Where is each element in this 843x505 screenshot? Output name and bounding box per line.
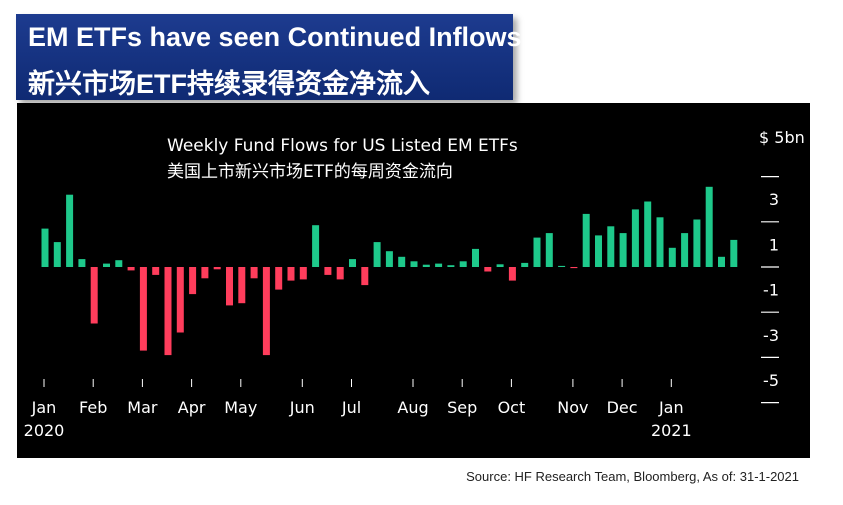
y-tick-label-2: -1: [763, 281, 779, 300]
bar-week-17: [238, 267, 246, 304]
bar-week-38: [496, 264, 504, 267]
bar-week-45: [582, 213, 590, 267]
x-tick-label-2: Mar: [127, 398, 158, 417]
bar-week-43: [558, 265, 566, 267]
banner-title-english: EM ETFs have seen Continued Inflows: [28, 22, 522, 52]
source-note: Source: HF Research Team, Bloomberg, As …: [466, 469, 799, 484]
bar-week-2: [53, 242, 61, 267]
x-tick-label-5: Jun: [289, 398, 315, 417]
bar-week-36: [472, 248, 479, 267]
bar-week-1: [41, 228, 49, 267]
bar-week-26: [349, 259, 356, 267]
bar-week-20: [275, 267, 283, 290]
bar-week-41: [533, 237, 541, 267]
bar-week-30: [398, 256, 406, 267]
bar-week-31: [410, 261, 418, 267]
bar-week-34: [447, 265, 455, 267]
x-tick-label-6: Jul: [341, 398, 361, 417]
bar-week-24: [324, 267, 332, 275]
chart-title: Weekly Fund Flows for US Listed EM ETFs: [167, 136, 518, 156]
y-tick-label-4: 3: [769, 190, 779, 209]
bar-week-23: [312, 225, 320, 267]
bar-week-9: [139, 267, 147, 351]
x-tick-label-12: Jan: [658, 398, 684, 417]
x-tick-label-8: Sep: [447, 398, 477, 417]
bar-week-14: [201, 267, 209, 279]
y-tick-label-1: -3: [763, 326, 779, 345]
bar-week-47: [607, 226, 615, 267]
bar-week-50: [644, 201, 652, 267]
fund-flows-chart: Jan 2020 Feb Mar Apr May Jun Jul Aug Sep Oct Nov Dec…: [24, 128, 805, 440]
y-unit-label: $ 5bn: [759, 128, 805, 147]
bar-week-5: [90, 267, 98, 324]
x-year-label-0: 2020: [24, 421, 65, 440]
bar-week-11: [164, 267, 172, 356]
bar-week-29: [385, 251, 393, 267]
bar-week-28: [373, 242, 381, 267]
bar-week-6: [103, 263, 110, 267]
bar-week-4: [78, 259, 86, 267]
bar-week-54: [693, 219, 701, 267]
bar-week-13: [189, 267, 197, 295]
bar-week-53: [681, 233, 689, 267]
bar-week-48: [619, 233, 627, 267]
bar-week-12: [176, 267, 184, 333]
bar-week-51: [656, 217, 664, 267]
bar-week-52: [668, 247, 676, 267]
bar-week-27: [361, 267, 369, 286]
chart-panel: Jan 2020 Feb Mar Apr May Jun Jul Aug Sep Oct Nov Dec…: [17, 103, 810, 458]
bar-week-8: [127, 267, 135, 271]
bar-week-16: [226, 267, 233, 306]
bar-week-18: [250, 267, 258, 279]
bar-week-46: [595, 235, 602, 267]
bar-week-40: [521, 262, 529, 267]
bar-week-22: [299, 267, 307, 280]
banner-title-chinese: 新兴市场ETF持续录得资金净流入: [28, 69, 430, 99]
y-tick-label-3: 1: [769, 235, 779, 254]
title-banner: EM ETFs have seen Continued Inflows 新兴市场…: [16, 14, 522, 100]
bar-week-33: [435, 263, 443, 267]
x-tick-label-0: Jan: [31, 398, 57, 417]
bar-week-25: [336, 267, 344, 280]
bar-week-57: [730, 239, 738, 267]
bar-week-19: [262, 267, 270, 356]
bar-week-44: [570, 267, 578, 269]
x-tick-label-9: Oct: [498, 398, 526, 417]
x-tick-label-7: Aug: [397, 398, 428, 417]
bar-week-37: [484, 267, 492, 272]
x-tick-label-1: Feb: [79, 398, 107, 417]
bar-week-42: [545, 233, 553, 267]
bar-week-3: [66, 194, 74, 267]
bar-week-21: [287, 267, 295, 281]
bar-week-35: [459, 261, 467, 267]
bar-week-7: [115, 260, 123, 267]
x-tick-label-3: Apr: [178, 398, 206, 417]
bar-week-55: [705, 186, 713, 267]
bar-week-49: [631, 209, 639, 267]
bar-week-15: [213, 267, 221, 270]
x-tick-label-4: May: [224, 398, 257, 417]
bar-week-39: [508, 267, 516, 281]
x-tick-label-11: Dec: [607, 398, 638, 417]
bar-week-32: [422, 264, 430, 267]
x-tick-label-10: Nov: [557, 398, 588, 417]
x-year-label-12: 2021: [651, 421, 692, 440]
bar-week-10: [152, 267, 160, 275]
bar-week-56: [718, 256, 725, 267]
y-tick-label-0: -5: [763, 371, 779, 390]
chart-subtitle: 美国上市新兴市场ETF的每周资金流向: [167, 162, 453, 182]
